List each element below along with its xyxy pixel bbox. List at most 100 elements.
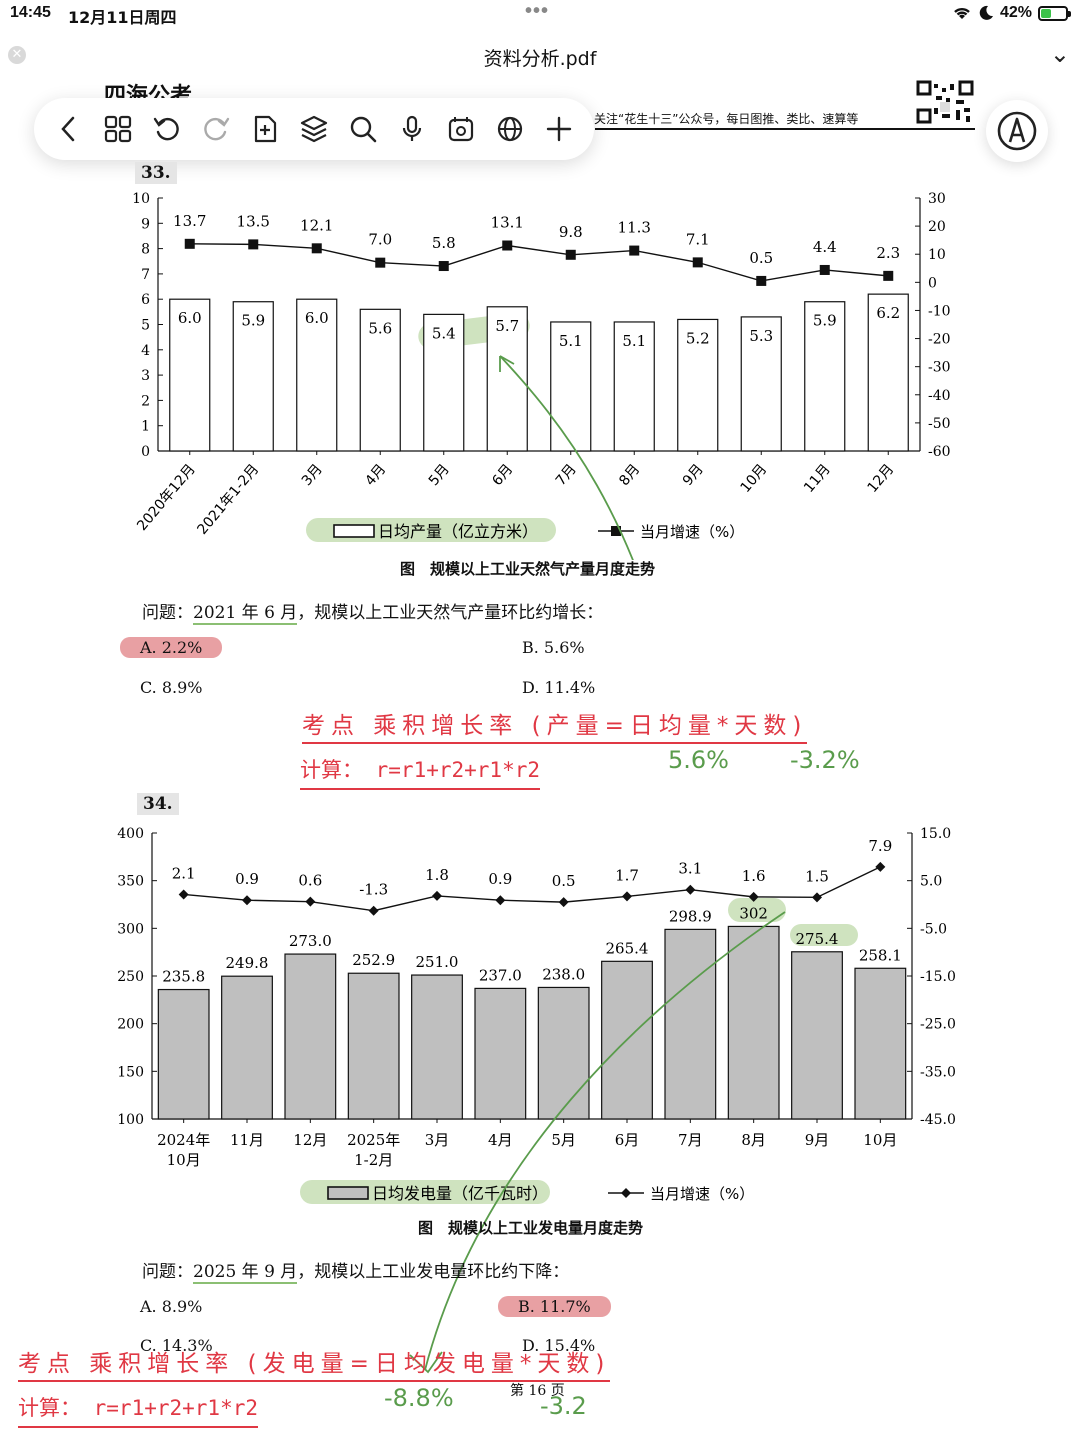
x-tick-label: 8月 — [741, 1131, 766, 1149]
bar-highlight-annotation — [728, 898, 786, 922]
microphone-button[interactable] — [395, 112, 429, 146]
question-rest: ，规模以上工业发电量环比约下降： — [297, 1262, 570, 1282]
question-number-34: 34. — [137, 793, 179, 815]
handwritten-note-34-line1: 考点 乘积增长率 (发电量=日均发电量*天数) — [18, 1344, 611, 1382]
option-label: A. 2.2% — [120, 637, 223, 658]
y-tick-label: 400 — [117, 826, 144, 842]
question-33-text: 问题：2021 年 6 月，规模以上工业天然气产量环比约增长： — [142, 598, 604, 625]
line-value-label: 1.8 — [425, 866, 449, 884]
add-button[interactable] — [542, 112, 576, 146]
legend-line-label: 当月增速（%） — [640, 523, 744, 541]
y2-tick-label: -35.0 — [920, 1064, 956, 1080]
line-point — [438, 261, 449, 272]
line-value-label: -1.3 — [359, 881, 388, 899]
grid-icon — [104, 115, 131, 143]
option-label: B. 11.7% — [498, 1296, 611, 1317]
pen-icon — [997, 111, 1037, 151]
grid-button[interactable] — [101, 112, 135, 146]
back-button[interactable] — [52, 112, 86, 146]
chevron-down-icon[interactable]: ⌄ — [1049, 40, 1070, 68]
y-tick-label: 5 — [141, 318, 150, 334]
layers-icon — [300, 115, 328, 143]
translate-button[interactable] — [493, 112, 527, 146]
x-tick-label: 6月 — [615, 1131, 640, 1149]
line-value-label: 0.5 — [749, 249, 773, 267]
globe-icon — [498, 116, 523, 142]
close-icon[interactable]: ✕ — [8, 46, 26, 64]
multitask-dots-icon[interactable]: ••• — [525, 0, 550, 22]
bar-value-label: 5.9 — [241, 312, 265, 330]
line-value-label: 1.6 — [742, 867, 766, 885]
option-34-d[interactable]: D. 15.4% — [522, 1336, 596, 1355]
bar-value-label: 5.4 — [432, 324, 456, 342]
y-tick-label: 4 — [141, 343, 150, 359]
bar — [664, 928, 717, 1120]
handwritten-note-33-line1: 考点 乘积增长率 (产量=日均量*天数) — [302, 706, 808, 744]
handwritten-value-33-b: -3.2% — [790, 746, 860, 774]
annotation-arrowhead — [499, 355, 515, 372]
shapes-button[interactable] — [444, 112, 478, 146]
x-tick-label: 5月 — [551, 1131, 576, 1149]
bar — [157, 988, 210, 1120]
line-value-label: 1.7 — [615, 866, 639, 884]
bar-value-label: 5.6 — [368, 319, 392, 337]
line-point — [565, 249, 576, 260]
bar — [867, 293, 909, 452]
y2-tick-label: 10 — [928, 247, 946, 263]
bar-value-label: 275.4 — [796, 930, 839, 948]
qr-code-icon — [916, 80, 974, 124]
x-tick-label: 4月 — [488, 1131, 513, 1149]
line-value-label: 7.1 — [686, 230, 710, 248]
series-line — [189, 243, 889, 282]
y-tick-label: 6 — [141, 292, 150, 308]
redo-button[interactable] — [199, 112, 233, 146]
option-34-c[interactable]: C. 14.3% — [140, 1336, 213, 1355]
y2-tick-label: -60 — [928, 444, 951, 460]
chart-caption-33: 图 规模以上工业天然气产量月度走势 — [400, 560, 656, 578]
bar — [550, 321, 592, 452]
undo-icon — [153, 117, 179, 141]
search-button[interactable] — [346, 112, 380, 146]
line-point — [305, 896, 316, 907]
x-tick-label: 2025年 — [347, 1131, 400, 1149]
y-tick-label: 1 — [141, 419, 150, 435]
option-34-b[interactable]: B. 11.7% — [498, 1296, 611, 1317]
y-tick-label: 2 — [141, 393, 150, 409]
bar — [677, 318, 719, 452]
option-33-a[interactable]: A. 2.2% — [120, 637, 223, 658]
question-rest: ，规模以上工业天然气产量环比约增长： — [297, 603, 604, 623]
handwritten-value-34-b: -3.2 — [540, 1392, 587, 1420]
y-tick-label: 9 — [141, 216, 150, 232]
line-value-label: 0.6 — [298, 872, 322, 890]
line-value-label: 12.1 — [300, 216, 333, 234]
layers-button[interactable] — [297, 112, 331, 146]
pen-tool-button[interactable] — [986, 100, 1048, 162]
y2-tick-label: -40 — [928, 388, 951, 404]
line-value-label: 7.9 — [868, 837, 892, 855]
add-page-icon — [254, 115, 276, 143]
back-icon — [60, 116, 74, 142]
option-34-a[interactable]: A. 8.9% — [140, 1297, 203, 1316]
legend-bar-swatch — [333, 524, 375, 538]
option-33-b[interactable]: B. 5.6% — [522, 638, 585, 657]
undo-button[interactable] — [150, 112, 184, 146]
bar — [169, 298, 211, 452]
x-tick-label: 3月 — [425, 1131, 450, 1149]
header-rule — [595, 128, 975, 130]
x-tick-label: 1-2月 — [354, 1151, 393, 1169]
battery-percent: 42% — [999, 4, 1032, 21]
legend-line-marker — [611, 526, 621, 536]
option-33-c[interactable]: C. 8.9% — [140, 678, 203, 697]
y-tick-label: 200 — [117, 1017, 144, 1033]
bar-value-label: 5.7 — [495, 317, 519, 335]
add-page-button[interactable] — [248, 112, 282, 146]
y2-tick-label: -30 — [928, 360, 951, 376]
line-value-label: 1.5 — [805, 867, 829, 885]
y2-tick-label: -20 — [928, 332, 951, 348]
annotation-arrow — [499, 355, 634, 560]
annotation-toolbar — [34, 98, 594, 160]
line-value-label: 4.4 — [813, 238, 837, 256]
bar-value-label: 238.0 — [542, 965, 585, 983]
option-33-d[interactable]: D. 11.4% — [522, 678, 596, 697]
x-tick-label: 10月 — [863, 1131, 897, 1149]
